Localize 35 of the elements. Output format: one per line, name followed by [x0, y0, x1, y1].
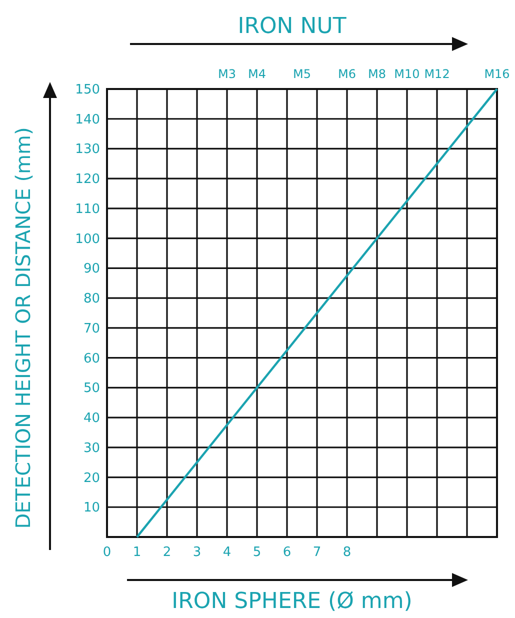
x-tick-label: 6: [282, 545, 292, 560]
y-tick-label: 140: [75, 112, 100, 128]
x-tick-label: 2: [162, 545, 172, 560]
y-tick-label: 60: [83, 351, 100, 366]
y-tick-label: 120: [75, 172, 100, 188]
text: M16: [484, 67, 510, 81]
y-tick-label: 20: [83, 470, 100, 486]
y-tick-label: 70: [83, 321, 100, 336]
y-tick-label: 110: [75, 202, 100, 217]
y-tick-label: 40: [83, 411, 100, 426]
y-tick-label: 150: [75, 82, 100, 98]
x-axis-title: IRON SPHERE (Ø mm): [172, 589, 412, 614]
y-tick-label: 100: [75, 232, 100, 247]
y-tick-label: 90: [83, 262, 100, 277]
text: M6: [338, 67, 356, 81]
text: M10: [394, 67, 420, 81]
x-tick-label: 4: [222, 545, 232, 560]
y-axis-title: DETECTION HEIGHT OR DISTANCE (mm): [11, 127, 35, 529]
y-tick-label: 30: [83, 440, 100, 456]
text: M5: [293, 67, 311, 81]
y-tick-label: 80: [83, 292, 100, 307]
x-tick-label: 0: [102, 545, 112, 560]
x-tick-label: 8: [342, 545, 352, 560]
x2-axis-title: IRON NUT: [238, 14, 347, 39]
x-tick-label: 1: [132, 545, 142, 560]
text: M8: [368, 67, 386, 81]
y-tick-label: 10: [83, 500, 100, 516]
text: M3: [218, 67, 236, 81]
text: M12: [424, 67, 450, 81]
y-tick-label: 130: [75, 142, 100, 158]
x-tick-label: 5: [252, 545, 262, 560]
text: M4: [248, 67, 266, 81]
x-tick-label: 7: [312, 545, 322, 560]
y-tick-label: 50: [83, 381, 100, 396]
x-tick-label: 3: [192, 545, 202, 560]
